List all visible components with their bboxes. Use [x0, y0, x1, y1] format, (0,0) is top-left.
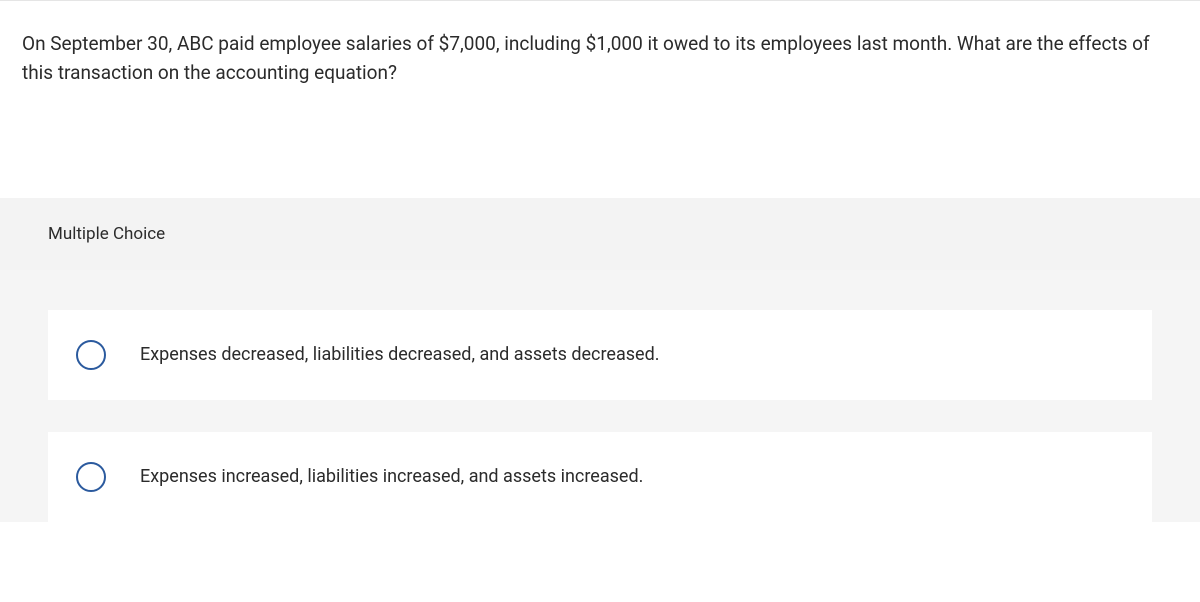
options-list: Expenses decreased, liabilities decrease…: [0, 270, 1200, 522]
question-text: On September 30, ABC paid employee salar…: [22, 29, 1178, 88]
option-text: Expenses decreased, liabilities decrease…: [140, 344, 659, 365]
multiple-choice-section: Multiple Choice Expenses decreased, liab…: [0, 198, 1200, 522]
option-2[interactable]: Expenses increased, liabilities increase…: [48, 432, 1152, 522]
section-header: Multiple Choice: [0, 198, 1200, 270]
radio-icon[interactable]: [76, 462, 106, 492]
question-area: On September 30, ABC paid employee salar…: [0, 0, 1200, 88]
quiz-container: On September 30, ABC paid employee salar…: [0, 0, 1200, 602]
option-1[interactable]: Expenses decreased, liabilities decrease…: [48, 310, 1152, 400]
option-text: Expenses increased, liabilities increase…: [140, 466, 643, 487]
section-label: Multiple Choice: [48, 224, 165, 244]
radio-icon[interactable]: [76, 340, 106, 370]
